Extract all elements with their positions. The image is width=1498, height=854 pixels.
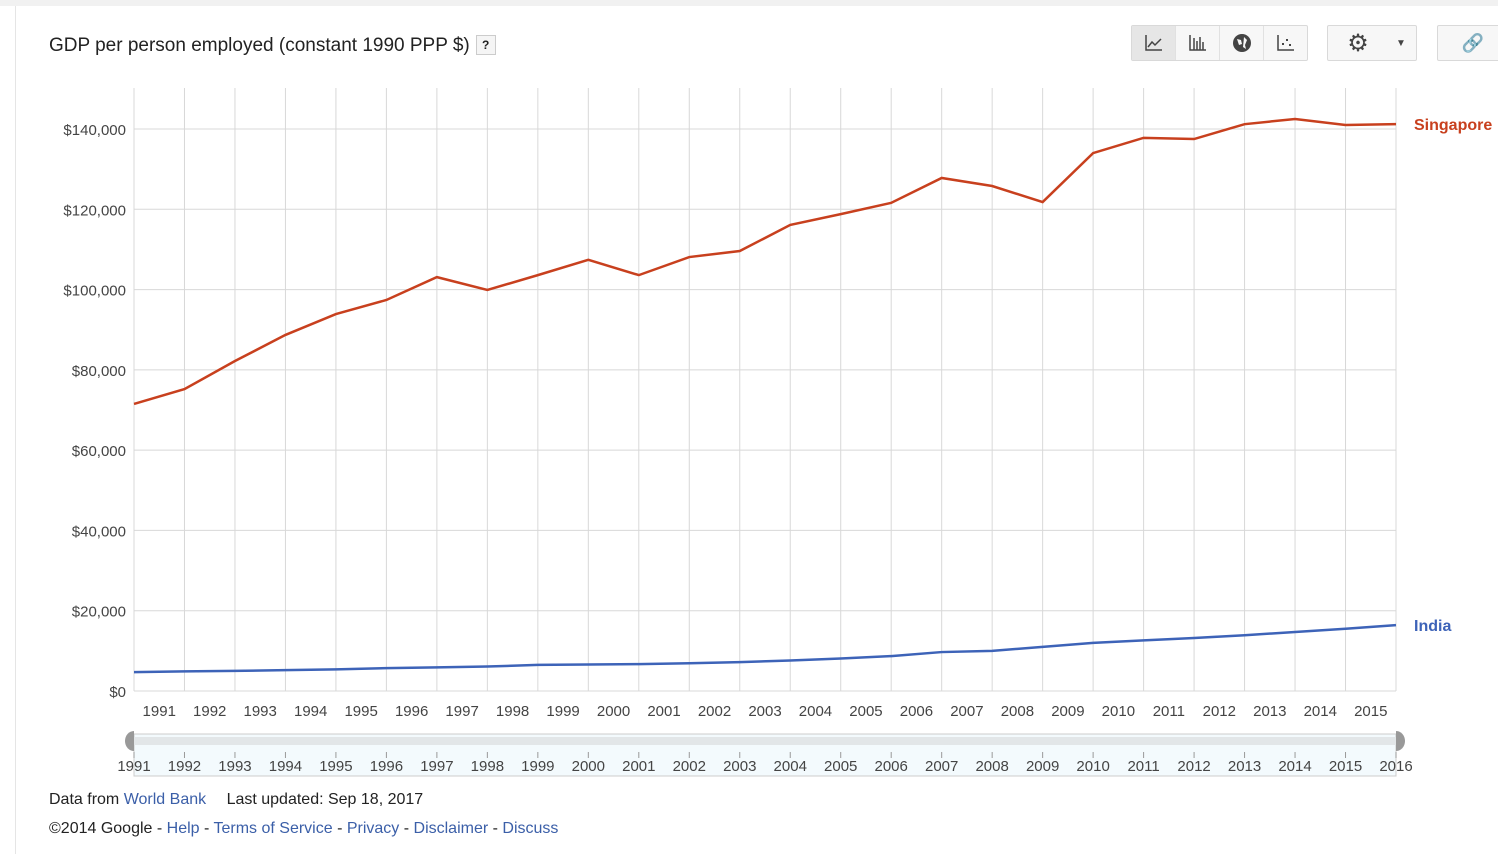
timeline-label: 2000 [572,758,605,775]
y-tick-label: $100,000 [63,283,126,300]
x-tick-label: 2000 [597,703,630,720]
timeline-label: 2005 [824,758,857,775]
bar-chart-icon[interactable] [1176,26,1220,60]
terms-link[interactable]: Terms of Service [213,820,333,837]
timeline-range [134,737,1396,745]
x-tick-label: 1994 [294,703,327,720]
x-tick-label: 1996 [395,703,428,720]
timeline-label: 2009 [1026,758,1059,775]
timeline-label: 1997 [420,758,453,775]
timeline-label: 2006 [875,758,908,775]
y-tick-label: $60,000 [72,443,126,460]
y-tick-label: $0 [109,684,126,701]
x-tick-label: 2012 [1203,703,1236,720]
timeline-label: 2012 [1177,758,1210,775]
top-bar [0,0,1498,6]
x-tick-label: 2015 [1354,703,1387,720]
timeline-label: 1995 [319,758,352,775]
chart-type-toolbar [1131,25,1308,61]
y-tick-label: $40,000 [72,523,126,540]
line-chart: $0 $20,000 $40,000 $60,000 $80,000 $100,000 $1… [63,88,1492,777]
x-tick-label: 1998 [496,703,529,720]
timeline-label: 1991 [117,758,150,775]
link-icon: 🔗 [1461,32,1485,53]
link-button[interactable]: 🔗 [1437,25,1498,61]
chevron-down-icon: ▼ [1396,37,1406,49]
timeline-end-handle[interactable] [1396,731,1405,751]
y-tick-label: $140,000 [63,122,126,139]
timeline-label: 2010 [1076,758,1109,775]
disclaimer-link[interactable]: Disclaimer [413,820,489,837]
x-tick-label: 2011 [1153,703,1185,720]
chart-title: GDP per person employed (constant 1990 P… [49,35,496,57]
line-chart-icon[interactable] [1132,26,1176,60]
settings-button[interactable]: ⚙ ▼ [1327,25,1417,61]
timeline-label: 1993 [218,758,251,775]
timeline-label: 2013 [1228,758,1261,775]
y-tick-label: $20,000 [72,604,126,621]
timeline-label: 2015 [1329,758,1362,775]
x-tick-label: 2006 [900,703,933,720]
timeline-label: 1996 [370,758,403,775]
footer-source: Data from World Bank Last updated: Sep 1… [49,791,424,808]
divider [15,6,16,854]
timeline-label: 2016 [1379,758,1412,775]
x-tick-label: 2010 [1102,703,1135,720]
timeline-label: 2014 [1278,758,1311,775]
x-tick-label: 2014 [1304,703,1337,720]
series-label-singapore: Singapore [1414,117,1492,134]
timeline-label: 2002 [673,758,706,775]
timeline-label: 2001 [622,758,655,775]
x-tick-label: 2007 [950,703,983,720]
x-tick-label: 1993 [244,703,277,720]
x-tick-label: 1995 [344,703,377,720]
x-tick-label: 1991 [143,703,176,720]
x-tick-label: 2008 [1001,703,1034,720]
footer-links: ©2014 Google - Help - Terms of Service -… [49,820,559,837]
x-tick-label: 2003 [748,703,781,720]
y-tick-label: $80,000 [72,363,126,380]
timeline-label: 2008 [975,758,1008,775]
timeline-label: 2007 [925,758,958,775]
y-tick-label: $120,000 [63,202,126,219]
x-tick-label: 2009 [1051,703,1084,720]
x-tick-label: 1999 [546,703,579,720]
x-tick-label: 2001 [647,703,680,720]
x-tick-label: 2013 [1253,703,1286,720]
timeline-label: 1998 [471,758,504,775]
privacy-link[interactable]: Privacy [346,820,400,837]
series-line-singapore [133,117,1397,406]
x-tick-label: 1997 [445,703,478,720]
map-icon[interactable] [1220,26,1264,60]
gear-icon: ⚙ [1347,29,1369,57]
x-tick-label: 2004 [799,703,832,720]
help-button[interactable]: ? [475,35,496,55]
timeline-label: 1999 [521,758,554,775]
timeline-label: 1994 [269,758,302,775]
series-label-india: India [1414,618,1451,635]
timeline-label: 2003 [723,758,756,775]
series-line-india [133,623,1397,674]
x-tick-label: 2005 [849,703,882,720]
world-bank-link[interactable]: World Bank [123,791,207,808]
timeline-label: 1992 [168,758,201,775]
help-link[interactable]: Help [166,820,200,837]
timeline-label: 2004 [774,758,807,775]
timeline-label: 2011 [1127,758,1159,775]
bubble-chart-icon[interactable] [1264,26,1307,60]
x-tick-label: 1992 [193,703,226,720]
discuss-link[interactable]: Discuss [502,820,559,837]
x-tick-label: 2002 [698,703,731,720]
timeline-start-handle[interactable] [125,731,134,751]
